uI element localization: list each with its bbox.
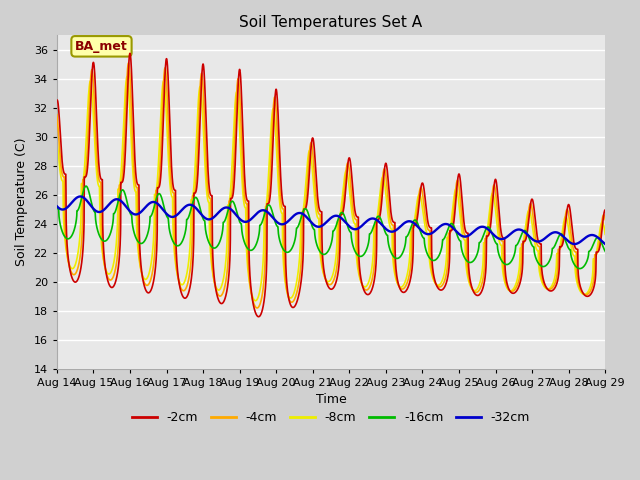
Legend: -2cm, -4cm, -8cm, -16cm, -32cm: -2cm, -4cm, -8cm, -16cm, -32cm bbox=[127, 406, 535, 429]
Y-axis label: Soil Temperature (C): Soil Temperature (C) bbox=[15, 138, 28, 266]
Text: BA_met: BA_met bbox=[75, 40, 128, 53]
Title: Soil Temperatures Set A: Soil Temperatures Set A bbox=[239, 15, 422, 30]
X-axis label: Time: Time bbox=[316, 393, 346, 406]
